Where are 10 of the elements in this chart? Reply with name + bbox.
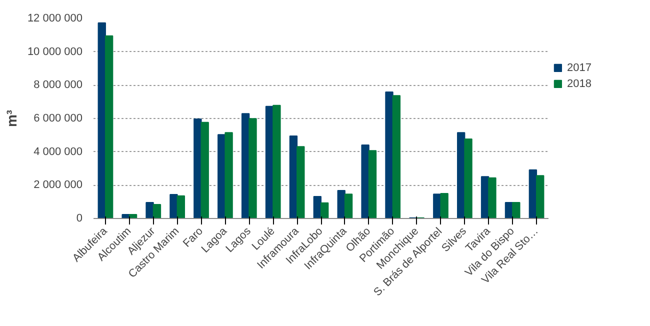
y-axis-title: m³ (3, 110, 20, 128)
y-tick-label: 6 000 000 (34, 112, 82, 124)
y-tick-label: 8 000 000 (34, 79, 82, 92)
y-tick-label: 0 (76, 212, 83, 224)
y-tick-label: 10 000 000 (27, 46, 83, 58)
legend-label: 2018 (567, 78, 592, 90)
y-tick-label: 12 000 000 (27, 12, 83, 24)
legend-label: 2017 (567, 62, 592, 74)
y-tick-label: 2 000 000 (34, 179, 82, 192)
y-tick-label: 4 000 000 (34, 146, 82, 158)
